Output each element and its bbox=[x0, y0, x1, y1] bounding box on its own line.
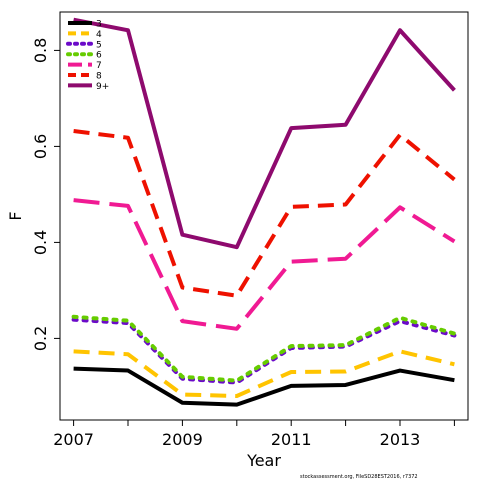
x-tick-label: 2007 bbox=[53, 430, 94, 449]
legend-label: 3 bbox=[96, 20, 102, 30]
series-line-3 bbox=[73, 366, 455, 407]
legend-label: 4 bbox=[96, 30, 102, 40]
legend-label: 9+ bbox=[96, 82, 109, 92]
legend-label: 8 bbox=[96, 72, 102, 82]
x-tick-label: 2009 bbox=[162, 430, 203, 449]
y-tick-label: 0.2 bbox=[31, 326, 50, 351]
series-lines bbox=[71, 17, 457, 407]
series-line-5 bbox=[71, 317, 457, 385]
y-axis-label: F bbox=[6, 211, 25, 220]
y-axis: 0.2 0.4 0.6 0.8 bbox=[31, 38, 60, 351]
series-line-7 bbox=[73, 198, 456, 331]
y-tick-label: 0.6 bbox=[31, 134, 50, 159]
series-line-6 bbox=[71, 314, 457, 383]
legend-label: 5 bbox=[96, 40, 102, 50]
y-tick-label: 0.4 bbox=[31, 230, 50, 255]
series-line-4 bbox=[73, 349, 455, 398]
plot-frame bbox=[59, 11, 469, 421]
x-axis: 2007 2009 2011 2013 bbox=[53, 420, 455, 449]
series-line-8 bbox=[73, 129, 456, 298]
legend-label: 6 bbox=[96, 51, 102, 61]
x-axis-label: Year bbox=[246, 451, 281, 470]
series-line-9plus bbox=[73, 17, 456, 250]
legend-label: 7 bbox=[96, 61, 102, 71]
y-tick-label: 0.8 bbox=[31, 38, 50, 63]
x-tick-label: 2011 bbox=[271, 430, 312, 449]
x-tick-label: 2013 bbox=[380, 430, 421, 449]
footer-credit: stockassessment.org, FileSD28EST2016, r7… bbox=[300, 474, 418, 480]
